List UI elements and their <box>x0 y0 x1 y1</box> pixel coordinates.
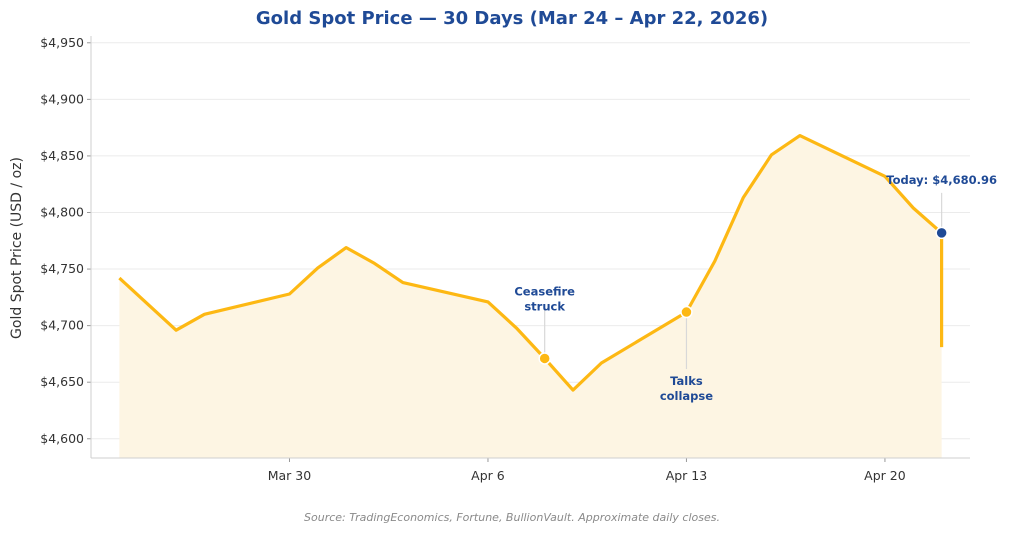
y-tick-label: $4,600 <box>40 431 84 446</box>
x-tick-label: Mar 30 <box>268 468 312 483</box>
x-tick-label: Apr 6 <box>471 468 505 483</box>
y-tick-label: $4,950 <box>40 35 84 50</box>
y-tick-label: $4,700 <box>40 318 84 333</box>
annotation-label: Today: $4,680.96 <box>886 173 997 187</box>
y-axis-label: Gold Spot Price (USD / oz) <box>9 157 25 339</box>
today-marker <box>935 226 948 240</box>
annotation-label: Talks <box>670 374 703 388</box>
event-marker <box>680 305 693 319</box>
event-marker <box>538 352 551 365</box>
annotation-label: collapse <box>660 389 713 403</box>
price-line <box>118 134 944 392</box>
axes: $4,600 $4,650 $4,700 $4,750 $4,800 $4,850 $4,9… <box>40 35 970 483</box>
y-tick-label: $4,650 <box>40 374 84 389</box>
y-tick-label: $4,900 <box>40 91 84 106</box>
source-note: Source: TradingEconomics, Fortune, Bulli… <box>304 511 720 524</box>
y-tick-label: $4,750 <box>40 261 84 276</box>
annotation-label: Ceasefire <box>514 284 575 298</box>
x-tick-label: Apr 20 <box>864 468 906 483</box>
area-layer <box>118 134 944 458</box>
y-tick-label: $4,800 <box>40 204 84 219</box>
x-tick-label: Apr 13 <box>666 468 708 483</box>
annotation-label: struck <box>524 299 565 313</box>
chart-title: Gold Spot Price — 30 Days (Mar 24 – Apr … <box>256 8 768 29</box>
y-tick-label: $4,850 <box>40 148 84 163</box>
